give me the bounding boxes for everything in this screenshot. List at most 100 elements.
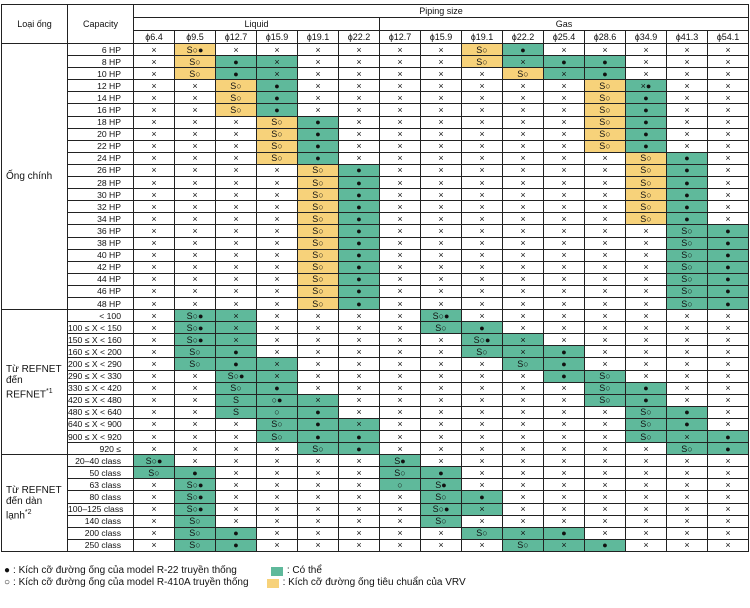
table-cell: ● <box>707 248 749 262</box>
table-cell: ● <box>666 176 708 190</box>
table-cell: × <box>666 502 708 516</box>
size-header-liquid: ϕ6.4 <box>133 30 175 44</box>
table-cell: S○ <box>584 79 626 93</box>
table-cell: × <box>297 381 339 395</box>
capacity-cell: 46 HP <box>67 284 134 298</box>
table-cell: × <box>502 224 544 238</box>
table-cell: S● <box>379 454 421 468</box>
table-cell: × <box>502 478 544 492</box>
table-cell: ● <box>297 127 339 141</box>
table-cell: × <box>174 284 216 298</box>
table-cell: × <box>133 296 175 311</box>
table-cell: × <box>338 538 380 552</box>
table-cell: × <box>133 478 175 492</box>
table-cell: S○ <box>256 115 298 129</box>
table-cell: S <box>215 393 257 407</box>
table-cell: × <box>338 357 380 371</box>
capacity-cell: 80 class <box>67 490 134 504</box>
table-cell: × <box>256 55 298 69</box>
table-cell: × <box>215 248 257 262</box>
capacity-cell: 330 ≤ X < 420 <box>67 381 134 395</box>
table-row: 290 ≤ X < 330 × × S○● × × × × × × × ● S○ × × × <box>2 369 749 383</box>
table-cell: × <box>584 514 626 528</box>
size-header-gas: ϕ22.2 <box>502 30 544 44</box>
table-cell: ● <box>338 176 380 190</box>
table-cell: × <box>338 478 380 492</box>
table-cell: ● <box>502 42 544 57</box>
table-cell: × <box>420 272 462 286</box>
table-cell: × <box>133 393 175 407</box>
table-cell: ● <box>707 236 749 250</box>
size-header-liquid: ϕ12.7 <box>215 30 257 44</box>
table-cell: S○ <box>584 381 626 395</box>
table-cell: × <box>420 381 462 395</box>
header-capacity: Capacity <box>67 4 134 44</box>
table-cell: × <box>420 405 462 419</box>
table-cell: ○ <box>256 405 298 419</box>
table-cell: × <box>174 115 216 129</box>
table-cell: × <box>215 272 257 286</box>
table-cell: × <box>215 176 257 190</box>
table-cell: × <box>461 284 503 298</box>
table-cell: × <box>174 393 216 407</box>
table-cell: × <box>461 236 503 250</box>
table-cell: × <box>707 309 749 323</box>
table-cell: S○ <box>625 417 667 432</box>
table-cell: S○ <box>215 79 257 93</box>
table-cell: × <box>338 369 380 383</box>
table-cell: × <box>584 248 626 262</box>
table-cell: × <box>338 127 380 141</box>
table-cell: S○ <box>297 236 339 250</box>
table-cell: × <box>502 309 544 323</box>
table-cell: × <box>625 42 667 57</box>
table-cell: × <box>584 296 626 311</box>
table-cell: × <box>502 79 544 93</box>
table-cell: S○ <box>584 393 626 407</box>
table-cell: ● <box>707 296 749 311</box>
table-cell: ● <box>174 466 216 480</box>
table-cell: ● <box>215 538 257 552</box>
table-cell: ● <box>584 538 626 552</box>
table-cell: × <box>297 369 339 383</box>
table-row: 20 HP × × × S○ ● × × × × × × S○ ● × × <box>2 127 749 141</box>
table-cell: × <box>666 454 708 468</box>
table-row: 24 HP × × × S○ ● × × × × × × × S○ ● × <box>2 151 749 165</box>
open-dot-icon: ○ <box>4 577 11 588</box>
table-cell: ● <box>297 417 339 432</box>
table-cell: S○● <box>174 42 216 57</box>
table-cell: × <box>543 405 585 419</box>
size-header-gas: ϕ19.1 <box>461 30 503 44</box>
table-cell: ● <box>297 139 339 153</box>
table-cell: × <box>297 514 339 528</box>
table-cell: × <box>707 417 749 432</box>
table-row: 140 class × S○ × × × × × S○ × × × × × × × <box>2 514 749 528</box>
table-cell: × <box>215 309 257 323</box>
table-cell: × <box>666 393 708 407</box>
table-cell: × <box>379 260 421 274</box>
table-cell: ● <box>666 163 708 178</box>
table-cell: × <box>420 296 462 311</box>
table-cell: × <box>215 115 257 129</box>
table-row: 16 HP × × S○ ● × × × × × × × S○ ● × × <box>2 103 749 117</box>
capacity-cell: 16 HP <box>67 103 134 117</box>
table-cell: × <box>420 284 462 298</box>
table-cell: × <box>256 333 298 347</box>
table-cell: × <box>215 429 257 444</box>
table-cell: × <box>338 502 380 516</box>
table-cell: × <box>584 454 626 468</box>
table-cell: × <box>502 296 544 311</box>
table-cell: × <box>379 272 421 286</box>
table-cell: × <box>543 115 585 129</box>
table-cell: S○ <box>584 127 626 141</box>
table-row: 8 HP × S○ ● × × × × × S○ × ● ● × × × <box>2 55 749 69</box>
table-cell: × <box>379 67 421 81</box>
table-cell: × <box>174 429 216 444</box>
table-cell: ● <box>256 91 298 105</box>
table-cell: × <box>174 176 216 190</box>
table-cell: × <box>133 151 175 165</box>
table-cell: × <box>420 224 462 238</box>
table-cell: × <box>543 284 585 298</box>
table-cell: × <box>133 212 175 226</box>
table-cell: × <box>420 176 462 190</box>
table-cell: ● <box>215 345 257 359</box>
